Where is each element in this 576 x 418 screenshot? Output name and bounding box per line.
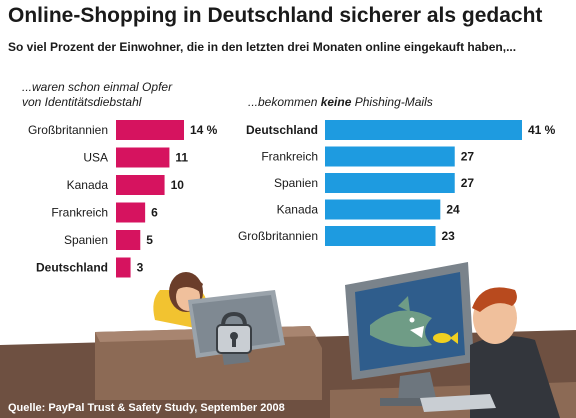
left-bar-usa [116, 147, 170, 168]
man-figure [470, 287, 560, 418]
left-bar-grossbritannien [116, 120, 184, 140]
source-note: Quelle: PayPal Trust & Safety Study, Sep… [8, 402, 285, 414]
right-value-label-grossbritannien: 23 [442, 229, 456, 243]
keyboard [420, 394, 496, 412]
right-panel-label-emph: keine [320, 95, 352, 109]
left-bar-spanien [116, 230, 141, 250]
right-category-label-spanien: Spanien [274, 176, 318, 190]
right-category-label-frankreich: Frankreich [261, 150, 318, 164]
left-panel-label: ...waren schon einmal Opfer von Identitä… [22, 80, 172, 110]
left-category-label-usa: USA [83, 151, 108, 165]
right-bar-kanada [325, 199, 441, 220]
right-bar-spanien [325, 173, 455, 193]
left-bar-frankreich [116, 202, 146, 223]
right-value-label-frankreich: 27 [461, 150, 475, 164]
right-category-label-kanada: Kanada [277, 203, 319, 217]
left-bar-kanada [116, 175, 165, 195]
left-category-label-deutschland: Deutschland [36, 261, 108, 275]
left-value-label-usa: 11 [175, 151, 188, 165]
left-value-label-kanada: 10 [171, 178, 185, 192]
shark-icon [370, 296, 432, 348]
page-subtitle: So viel Prozent der Einwohner, die in de… [8, 40, 517, 54]
right-panel-label-suffix: Phishing-Mails [351, 95, 433, 109]
right-bar-deutschland [325, 120, 522, 140]
right-panel-label: ...bekommen keine Phishing-Mails [248, 95, 433, 110]
left-value-label-spanien: 5 [146, 233, 153, 247]
right-value-label-deutschland: 41 % [528, 123, 556, 137]
right-panel-label-prefix: ...bekommen [248, 95, 321, 109]
right-bar-chart: Deutschland 41 % Frankreich 27 Spanien 27 Kana… [238, 120, 556, 246]
right-bar-frankreich [325, 146, 455, 167]
right-value-label-spanien: 27 [461, 176, 475, 190]
right-category-label-deutschland: Deutschland [246, 123, 318, 137]
left-category-label-kanada: Kanada [67, 178, 109, 192]
left-category-label-grossbritannien: Großbritannien [28, 123, 108, 137]
left-value-label-deutschland: 3 [137, 261, 144, 275]
right-value-label-kanada: 24 [446, 203, 460, 217]
right-category-label-grossbritannien: Großbritannien [238, 229, 318, 243]
lock-icon [216, 311, 252, 354]
left-value-label-frankreich: 6 [151, 206, 158, 220]
left-bar-chart: Großbritannien 14 % USA 11 Kanada 10 Frankreic… [28, 120, 218, 278]
left-panel-label-line1: ...waren schon einmal Opfer [22, 80, 173, 94]
left-bar-deutschland [116, 257, 131, 278]
fish-icon [433, 332, 458, 344]
left-category-label-frankreich: Frankreich [51, 206, 108, 220]
page-title: Online-Shopping in Deutschland sicherer … [8, 4, 543, 27]
left-category-label-spanien: Spanien [64, 233, 108, 247]
right-bar-grossbritannien [325, 226, 436, 246]
left-value-label-grossbritannien: 14 % [190, 123, 218, 137]
left-panel-label-line2: von Identitätsdiebstahl [22, 95, 142, 109]
